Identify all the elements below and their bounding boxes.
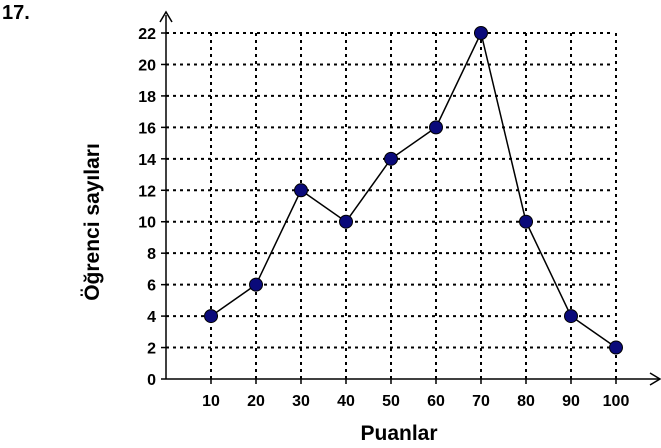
grid-lines bbox=[166, 32, 617, 379]
x-tick-label: 50 bbox=[382, 393, 400, 410]
y-tick-label: 22 bbox=[138, 26, 156, 43]
data-point bbox=[429, 120, 443, 135]
series-line bbox=[210, 30, 617, 349]
x-tick-labels: 10 20 30 40 50 60 70 80 90 100 bbox=[202, 393, 629, 410]
y-tick-label: 0 bbox=[147, 372, 156, 389]
x-tick-label: 60 bbox=[427, 393, 445, 410]
x-tick-label: 90 bbox=[562, 393, 580, 410]
data-point bbox=[294, 183, 308, 198]
y-axis-title: Öğrenci sayıları bbox=[81, 143, 104, 301]
data-series bbox=[204, 26, 623, 355]
x-tick-label: 80 bbox=[517, 393, 535, 410]
axes bbox=[159, 10, 661, 386]
y-tick-label: 12 bbox=[138, 183, 156, 200]
data-point bbox=[519, 214, 533, 229]
x-tick-label: 20 bbox=[247, 393, 265, 410]
x-axis-arrow bbox=[649, 372, 661, 386]
data-point bbox=[474, 26, 488, 41]
y-tick-label: 8 bbox=[147, 246, 156, 263]
y-tick-label: 4 bbox=[147, 309, 156, 326]
x-tick-label: 10 bbox=[202, 393, 220, 410]
y-tick-label: 16 bbox=[138, 120, 156, 137]
data-point bbox=[384, 151, 398, 166]
x-tick-label: 40 bbox=[337, 393, 355, 410]
data-point bbox=[609, 340, 623, 355]
x-tick-label: 30 bbox=[292, 393, 310, 410]
data-point bbox=[564, 309, 578, 324]
data-point bbox=[249, 277, 263, 292]
y-tick-label: 2 bbox=[147, 341, 156, 358]
y-tick-label: 6 bbox=[147, 278, 156, 295]
question-number: 17. bbox=[2, 2, 30, 24]
y-tick-label: 10 bbox=[138, 215, 156, 232]
x-tick-label: 100 bbox=[603, 393, 630, 410]
y-tick-label: 18 bbox=[138, 89, 156, 106]
y-axis-arrow bbox=[159, 10, 173, 23]
x-axis-title: Puanlar bbox=[360, 422, 437, 445]
x-tick-label: 70 bbox=[472, 393, 490, 410]
y-tick-labels: 0 2 4 6 8 10 12 14 16 18 20 22 bbox=[138, 26, 156, 389]
data-point bbox=[204, 309, 218, 324]
y-tick-label: 14 bbox=[138, 152, 156, 169]
y-tick-label: 20 bbox=[138, 57, 156, 74]
data-point bbox=[339, 214, 353, 229]
